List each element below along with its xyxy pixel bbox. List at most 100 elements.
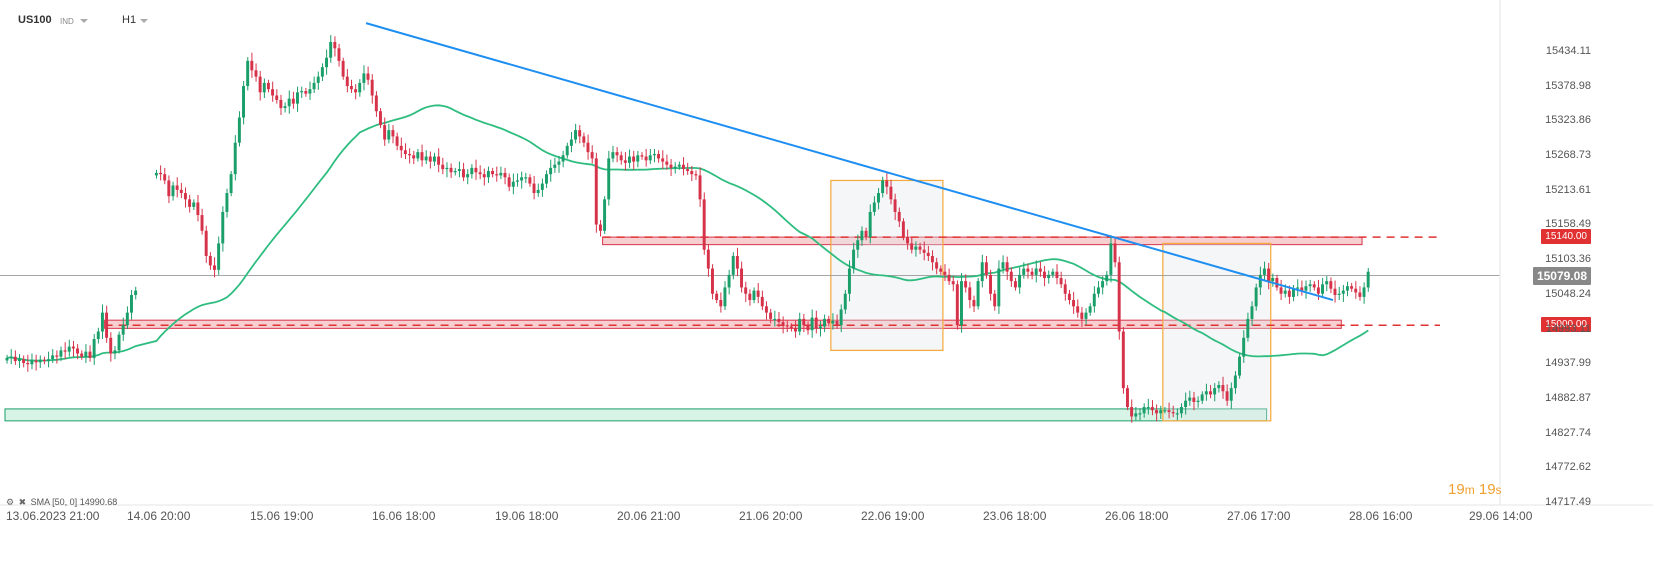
candle-bullish[interactable] — [229, 174, 233, 194]
candle-bearish[interactable] — [71, 346, 75, 349]
candle-bullish[interactable] — [843, 293, 847, 310]
candle-bullish[interactable] — [673, 166, 677, 168]
candle-bullish[interactable] — [628, 156, 631, 163]
candle-bullish[interactable] — [1159, 410, 1163, 414]
candle-bearish[interactable] — [254, 70, 258, 77]
candle-bearish[interactable] — [1300, 287, 1304, 291]
candle-bearish[interactable] — [1080, 312, 1084, 319]
candle-bearish[interactable] — [744, 287, 748, 294]
candle-bullish[interactable] — [134, 290, 138, 295]
candle-bearish[interactable] — [55, 355, 59, 357]
candle-bearish[interactable] — [715, 293, 719, 301]
candle-bullish[interactable] — [731, 255, 735, 275]
candle-bullish[interactable] — [1184, 400, 1188, 408]
candle-bullish[interactable] — [1233, 375, 1237, 389]
candle-bullish[interactable] — [67, 346, 71, 352]
candle-bearish[interactable] — [383, 125, 387, 140]
candle-bullish[interactable] — [246, 60, 250, 87]
candle-bullish[interactable] — [545, 174, 548, 184]
candle-bearish[interactable] — [1267, 268, 1271, 282]
candle-bullish[interactable] — [1163, 410, 1167, 412]
candle-bearish[interactable] — [105, 312, 109, 338]
candle-bullish[interactable] — [457, 169, 461, 172]
candle-bullish[interactable] — [1092, 293, 1096, 307]
candle-bearish[interactable] — [964, 281, 968, 288]
candle-bullish[interactable] — [1238, 356, 1241, 376]
candle-bullish[interactable] — [1292, 288, 1295, 297]
candle-bearish[interactable] — [993, 293, 997, 307]
candle-bullish[interactable] — [557, 161, 561, 165]
candle-bullish[interactable] — [171, 185, 175, 197]
candle-bearish[interactable] — [408, 154, 411, 156]
candle-bearish[interactable] — [686, 169, 690, 172]
candle-bullish[interactable] — [540, 183, 544, 190]
candle-bearish[interactable] — [366, 73, 370, 80]
candle-bearish[interactable] — [333, 41, 337, 49]
candle-bullish[interactable] — [1258, 274, 1262, 288]
candle-bearish[interactable] — [885, 180, 889, 187]
candle-bearish[interactable] — [935, 262, 939, 269]
support-level-badge[interactable]: 15000.00 — [1541, 317, 1591, 333]
candle-bullish[interactable] — [499, 172, 503, 176]
candle-bearish[interactable] — [474, 167, 478, 173]
candle-bullish[interactable] — [652, 154, 656, 156]
timeframe-label[interactable]: H1 — [122, 14, 137, 26]
candle-bearish[interactable] — [412, 155, 416, 159]
candle-bearish[interactable] — [1030, 271, 1034, 275]
candle-bearish[interactable] — [1316, 287, 1320, 294]
candle-bearish[interactable] — [1279, 287, 1283, 294]
candle-bearish[interactable] — [619, 155, 623, 161]
candle-bullish[interactable] — [312, 82, 316, 90]
candle-bullish[interactable] — [1271, 278, 1275, 282]
candle-bullish[interactable] — [362, 73, 366, 83]
candle-bullish[interactable] — [92, 339, 96, 358]
candle-bullish[interactable] — [569, 139, 573, 146]
candle-bullish[interactable] — [453, 171, 457, 173]
candle-bullish[interactable] — [387, 130, 391, 140]
candle-bearish[interactable] — [906, 237, 909, 244]
candle-bullish[interactable] — [51, 355, 55, 360]
candle-bearish[interactable] — [1009, 271, 1013, 282]
candle-bullish[interactable] — [416, 152, 420, 159]
candle-bearish[interactable] — [354, 89, 358, 93]
candle-bullish[interactable] — [1304, 286, 1308, 291]
candle-bearish[interactable] — [785, 325, 789, 327]
candle-bullish[interactable] — [860, 230, 864, 241]
candle-bearish[interactable] — [586, 142, 590, 153]
candle-bearish[interactable] — [196, 202, 200, 216]
candle-bullish[interactable] — [823, 318, 826, 327]
candle-bullish[interactable] — [839, 309, 843, 326]
candle-bullish[interactable] — [30, 360, 34, 365]
candle-bullish[interactable] — [1196, 400, 1200, 402]
candle-bearish[interactable] — [764, 306, 768, 313]
candle-bearish[interactable] — [1005, 262, 1009, 272]
candle-bearish[interactable] — [532, 183, 536, 194]
candle-bearish[interactable] — [794, 328, 797, 332]
candle-bullish[interactable] — [868, 211, 872, 238]
resistance-level-badge[interactable]: 15140.00 — [1541, 229, 1591, 245]
candle-bearish[interactable] — [1043, 271, 1046, 279]
candle-bullish[interactable] — [283, 106, 287, 109]
candle-bullish[interactable] — [96, 331, 100, 340]
candle-bearish[interactable] — [349, 86, 353, 90]
candle-bullish[interactable] — [17, 359, 21, 362]
candle-bearish[interactable] — [1333, 288, 1337, 295]
candle-bullish[interactable] — [1018, 274, 1022, 288]
candle-bullish[interactable] — [358, 82, 362, 93]
candle-bullish[interactable] — [1051, 271, 1055, 275]
candle-bullish[interactable] — [636, 155, 640, 162]
candle-bearish[interactable] — [661, 158, 665, 162]
candle-bearish[interactable] — [63, 350, 67, 352]
candle-bearish[interactable] — [901, 221, 905, 238]
candle-bearish[interactable] — [291, 98, 295, 104]
candle-bearish[interactable] — [756, 290, 760, 297]
candle-bullish[interactable] — [1362, 287, 1366, 297]
candle-bullish[interactable] — [154, 172, 158, 176]
candle-bearish[interactable] — [669, 164, 673, 168]
candle-bearish[interactable] — [1121, 331, 1125, 389]
candle-bearish[interactable] — [690, 171, 694, 175]
candle-bullish[interactable] — [466, 174, 470, 178]
candle-bullish[interactable] — [980, 262, 984, 282]
candle-bearish[interactable] — [719, 300, 723, 307]
